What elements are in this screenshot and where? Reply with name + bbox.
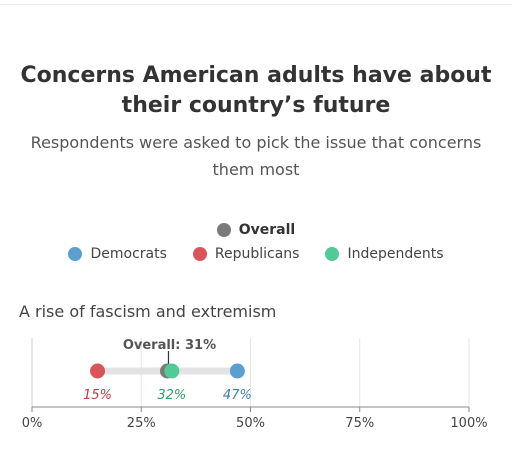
legend-overall: Overall [0, 222, 512, 238]
x-tick-label-0: 0% [22, 416, 43, 431]
dot-independents [164, 363, 180, 379]
legend-independents-dot [325, 247, 340, 261]
x-tick-label-100: 100% [450, 416, 487, 431]
legend: Democrats Republicans Independents [0, 246, 512, 262]
legend-item-independents: Independents [325, 246, 444, 262]
legend-item-republicans: Republicans [192, 246, 300, 262]
legend-republicans-label: Republicans [214, 246, 300, 262]
legend-independents-label: Independents [347, 246, 444, 262]
legend-item-democrats: Democrats [68, 246, 167, 262]
dot-republicans [90, 363, 106, 379]
chart-title: Concerns American adults have about thei… [20, 63, 492, 118]
value-label-democrats: 47% [223, 388, 252, 403]
legend-overall-dot [216, 223, 231, 237]
top-divider [0, 4, 512, 5]
legend-overall-label: Overall [238, 222, 296, 238]
value-label-independents: 32% [157, 388, 186, 403]
legend-democrats-dot [68, 247, 83, 261]
x-tick-label-50: 50% [236, 416, 265, 431]
x-tick-label-25: 25% [127, 416, 156, 431]
overall-annotation: Overall: 31% [123, 338, 216, 353]
chart-subtitle: Respondents were asked to pick the issue… [30, 133, 482, 179]
value-label-republicans: 15% [83, 388, 112, 403]
issue-label: A rise of fascism and extremism [19, 302, 277, 321]
legend-democrats-label: Democrats [90, 246, 167, 262]
dot-democrats [229, 363, 245, 379]
x-tick-label-75: 75% [345, 416, 374, 431]
legend-republicans-dot [192, 247, 207, 261]
